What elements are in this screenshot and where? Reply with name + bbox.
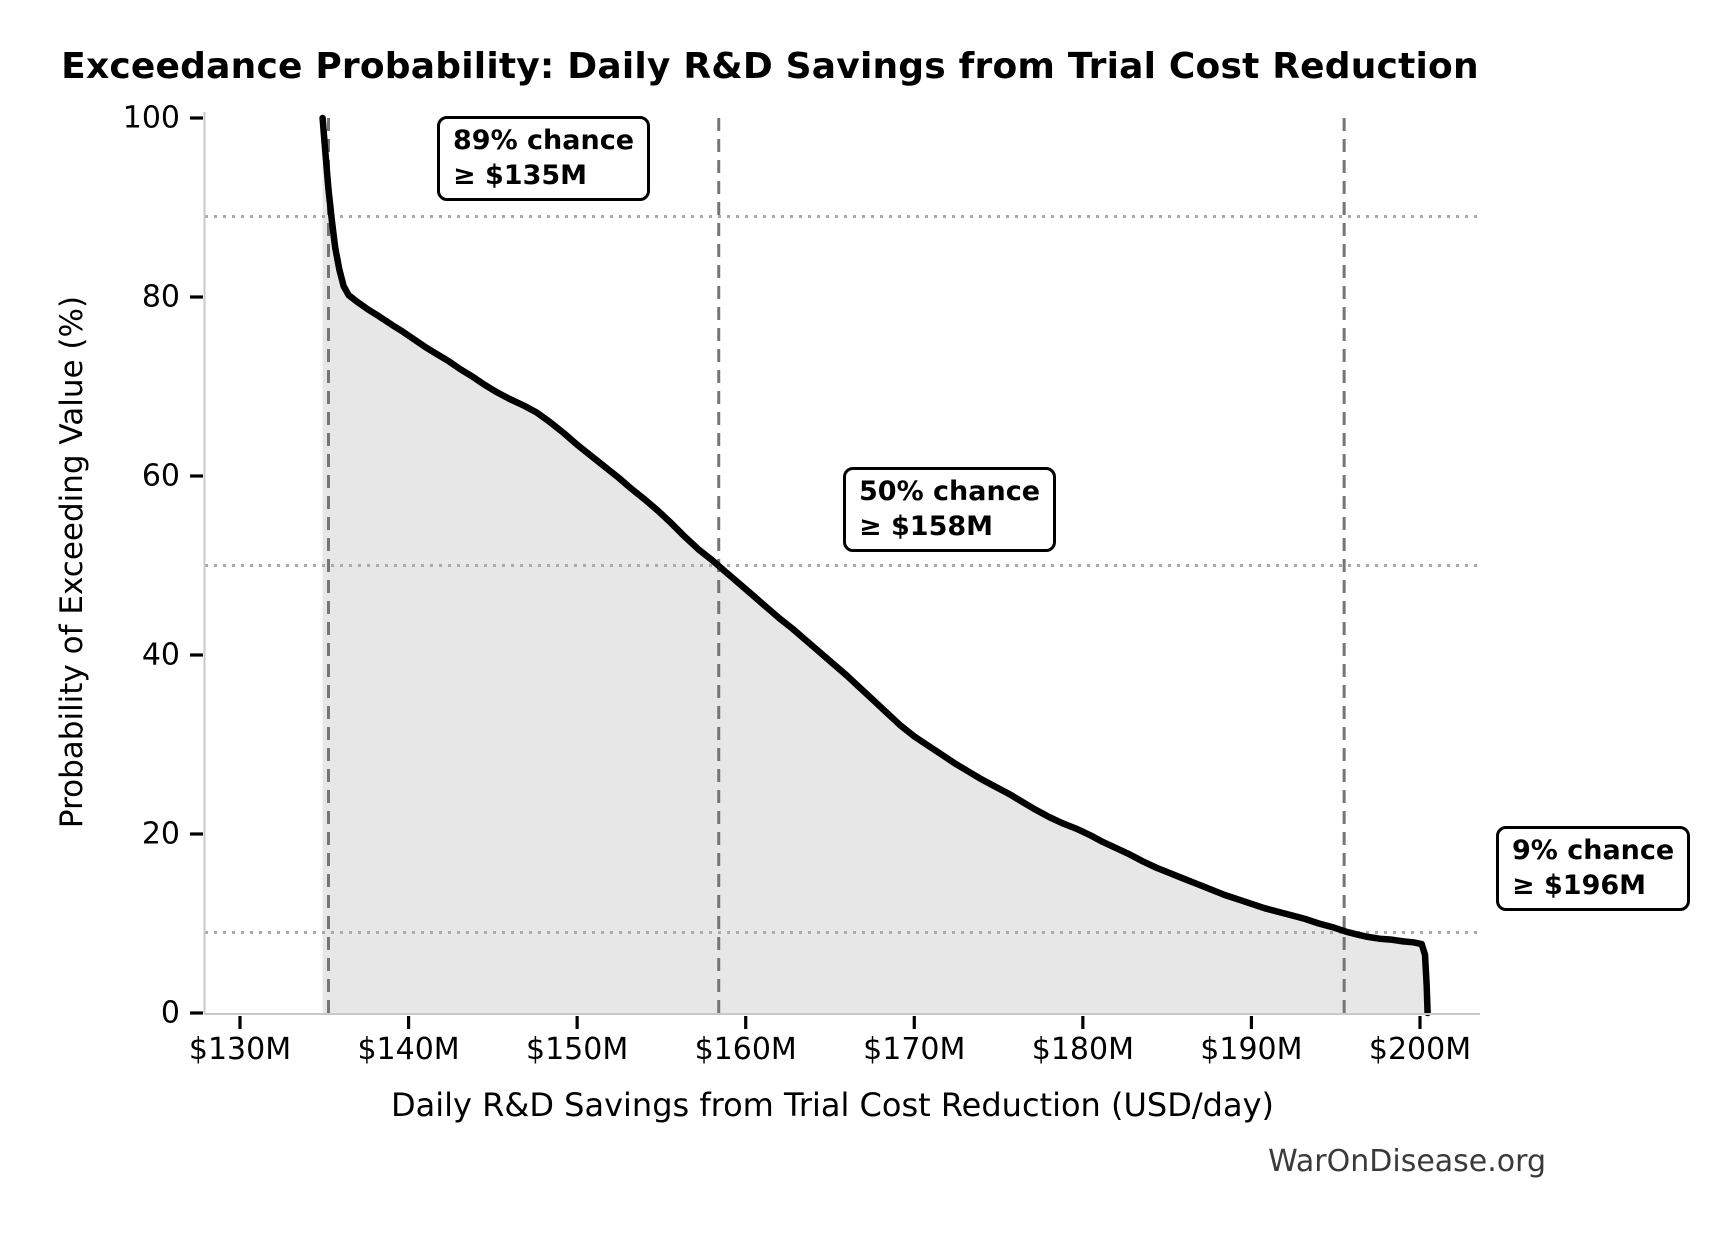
x-tick-label: $200M	[1368, 1032, 1472, 1067]
watermark-text: WarOnDisease.org	[1268, 1144, 1546, 1179]
y-axis-label: Probability of Exceeding Value (%)	[54, 295, 90, 829]
x-tick-label: $140M	[357, 1032, 460, 1067]
chart-title: Exceedance Probability: Daily R&D Saving…	[61, 46, 1479, 87]
x-tick-label: $190M	[1200, 1032, 1303, 1067]
x-tick-label: $150M	[526, 1032, 629, 1067]
x-tick-label: $170M	[863, 1032, 966, 1067]
annotation-line: 89% chance	[453, 125, 635, 156]
y-tick-label: 20	[141, 816, 180, 852]
x-axis-label: Daily R&D Savings from Trial Cost Reduct…	[391, 1086, 1274, 1124]
y-tick-label: 100	[122, 100, 180, 136]
annotation-89pct-box: 89% chance ≥ $135M	[437, 116, 651, 202]
x-tick-label: $180M	[1031, 1032, 1134, 1067]
y-tick-label: 80	[141, 279, 180, 315]
annotation-line: ≥ $196M	[1512, 869, 1647, 901]
annotation-50pct-box: 50% chance ≥ $158M	[843, 467, 1057, 553]
y-tick-label: 60	[141, 458, 180, 494]
annotation-line: 9% chance	[1512, 835, 1675, 866]
annotation-line: 50% chance	[859, 476, 1041, 507]
x-tick-label: $130M	[188, 1032, 292, 1067]
annotation-line: ≥ $135M	[453, 159, 588, 191]
x-tick-label: $160M	[694, 1032, 797, 1067]
exceedance-curve	[319, 114, 1431, 1017]
y-tick-label: 40	[141, 637, 180, 673]
area-fill	[322, 118, 1428, 1013]
annotation-9pct-box: 9% chance ≥ $196M	[1496, 826, 1691, 912]
y-tick-label: 0	[160, 995, 180, 1031]
annotation-line: ≥ $158M	[859, 510, 994, 542]
